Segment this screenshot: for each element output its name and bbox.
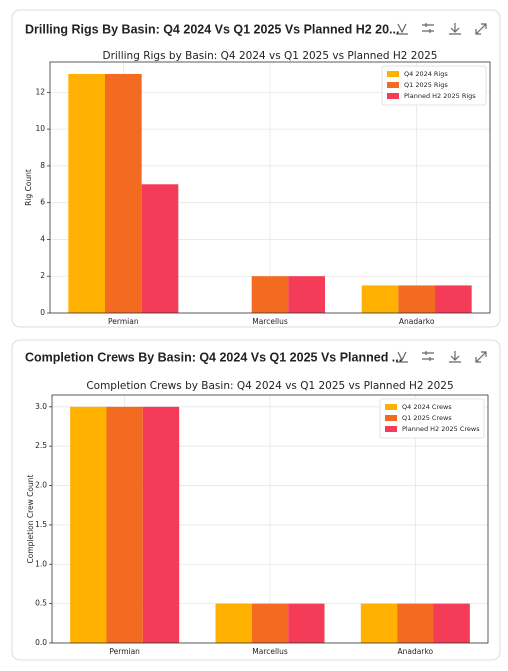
- pin-icon[interactable]: [396, 23, 408, 35]
- bar: [70, 406, 107, 643]
- download-icon[interactable]: [449, 23, 461, 35]
- bar: [215, 603, 252, 643]
- legend-swatch: [387, 71, 399, 77]
- y-tick-label: 0.0: [35, 638, 47, 647]
- bar: [251, 276, 289, 313]
- y-tick-label: 4: [40, 234, 45, 243]
- bar: [251, 603, 289, 643]
- y-axis-label: Completion Crew Count: [26, 474, 35, 563]
- y-tick-label: 0.5: [35, 599, 47, 608]
- y-tick-label: 12: [35, 87, 45, 96]
- y-tick-label: 10: [35, 124, 45, 133]
- legend-label: Q4 2024 Rigs: [404, 70, 448, 78]
- legend-label: Q4 2024 Crews: [402, 403, 452, 411]
- settings-icon[interactable]: [422, 23, 434, 33]
- y-tick-label: 6: [40, 198, 45, 207]
- x-tick-label: Anadarko: [398, 647, 434, 656]
- bar: [360, 603, 398, 643]
- y-axis-label: Rig Count: [24, 169, 33, 206]
- bar: [141, 184, 179, 313]
- expand-icon[interactable]: [475, 351, 487, 363]
- bar: [105, 73, 142, 313]
- y-tick-label: 2.5: [35, 441, 47, 450]
- legend-swatch: [387, 93, 399, 99]
- expand-icon[interactable]: [475, 23, 487, 35]
- legend-swatch: [385, 404, 397, 410]
- bar: [435, 285, 472, 313]
- bar: [433, 603, 470, 643]
- plot-frame: [49, 61, 491, 314]
- y-tick-label: 1.0: [35, 559, 47, 568]
- bar: [142, 406, 180, 643]
- x-tick-label: Marcellus: [252, 647, 288, 656]
- x-tick-label: Permian: [109, 647, 140, 656]
- legend-swatch: [387, 82, 399, 88]
- legend-box: [381, 65, 487, 106]
- pin-icon[interactable]: [396, 351, 408, 363]
- legend-swatch: [385, 426, 397, 432]
- plot-frame: [51, 394, 489, 644]
- bar: [361, 285, 399, 313]
- y-tick-label: 3.0: [35, 402, 47, 411]
- y-tick-label: 1.5: [35, 520, 47, 529]
- bar: [288, 603, 325, 643]
- y-tick-label: 2: [40, 271, 45, 280]
- bar: [398, 285, 435, 313]
- legend-label: Q1 2025 Crews: [402, 414, 452, 422]
- y-tick-label: 8: [40, 161, 45, 170]
- x-tick-label: Anadarko: [399, 317, 435, 326]
- chart-title: Completion Crews by Basin: Q4 2024 vs Q1…: [86, 380, 453, 392]
- bar: [397, 603, 434, 643]
- card-toolbar: [396, 23, 487, 363]
- legend-swatch: [385, 415, 397, 421]
- settings-icon[interactable]: [422, 351, 434, 361]
- y-tick-label: 2.0: [35, 481, 47, 490]
- y-tick-label: 0: [40, 308, 45, 317]
- card-title: Completion Crews By Basin: Q4 2024 Vs Q1…: [25, 350, 402, 364]
- bar: [106, 406, 143, 643]
- chart-title: Drilling Rigs by Basin: Q4 2024 vs Q1 20…: [102, 50, 437, 62]
- legend-label: Q1 2025 Rigs: [404, 81, 448, 89]
- legend-box: [379, 398, 485, 439]
- x-tick-label: Permian: [108, 317, 139, 326]
- download-icon[interactable]: [449, 351, 461, 363]
- bar: [288, 276, 325, 313]
- card-title: Drilling Rigs By Basin: Q4 2024 Vs Q1 20…: [25, 22, 399, 36]
- legend-label: Planned H2 2025 Crews: [402, 425, 480, 433]
- x-tick-label: Marcellus: [252, 317, 288, 326]
- legend-label: Planned H2 2025 Rigs: [404, 92, 476, 100]
- bar: [68, 73, 105, 313]
